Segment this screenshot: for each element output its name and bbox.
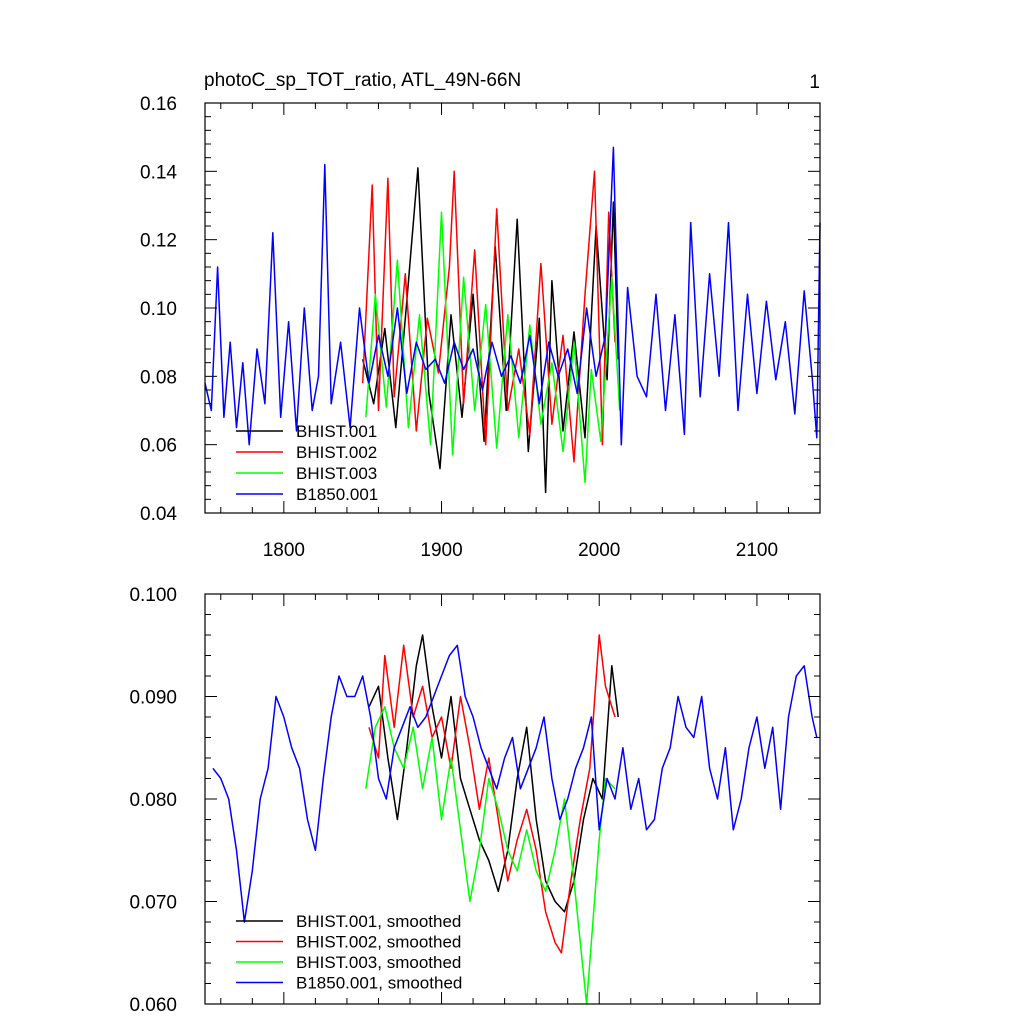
legend-label: BHIST.002 bbox=[296, 443, 377, 462]
series-line-b1850-001 bbox=[204, 146, 821, 446]
top-chart-panel-number: 1 bbox=[809, 72, 820, 93]
legend-label: BHIST.001, smoothed bbox=[296, 912, 461, 931]
y-tick-label: 0.16 bbox=[140, 94, 177, 115]
top-chart-title: photoC_sp_TOT_ratio, ATL_49N-66N bbox=[204, 70, 521, 91]
series-line-bhist-002-smoothed bbox=[368, 634, 616, 954]
legend-label: B1850.001 bbox=[296, 485, 378, 504]
series-line-bhist-003-smoothed bbox=[365, 706, 616, 1005]
top-chart-legend: BHIST.001 BHIST.002 BHIST.003 B1850.001 bbox=[236, 422, 378, 504]
series-line-bhist-001 bbox=[361, 167, 619, 494]
series-line-bhist-001-smoothed bbox=[368, 634, 619, 913]
y-tick-label: 0.070 bbox=[129, 893, 177, 914]
series-line-b1850-001-smoothed bbox=[212, 644, 818, 923]
series-line-bhist-003 bbox=[365, 211, 621, 484]
legend-label: BHIST.003 bbox=[296, 464, 377, 483]
legend-label: BHIST.002, smoothed bbox=[296, 933, 461, 952]
y-tick-label: 0.14 bbox=[140, 162, 177, 183]
bottom-chart-series-group bbox=[212, 634, 818, 1005]
y-tick-label: 0.100 bbox=[129, 585, 177, 606]
y-tick-label: 0.04 bbox=[140, 504, 177, 525]
x-tick-label: 2000 bbox=[578, 540, 620, 561]
legend-label: BHIST.001 bbox=[296, 422, 377, 441]
y-tick-label: 0.08 bbox=[140, 367, 177, 388]
top-chart-ticks: 0.04 0.06 0.08 0.10 0.12 0.14 0.16 1800 1900 2000… bbox=[140, 94, 821, 561]
legend-label: BHIST.003, smoothed bbox=[296, 953, 461, 972]
y-tick-label: 0.080 bbox=[129, 790, 177, 811]
bottom-chart-frame bbox=[204, 593, 821, 1005]
x-tick-label: 1900 bbox=[420, 540, 462, 561]
x-tick-label: 2100 bbox=[736, 540, 778, 561]
x-tick-label: 1800 bbox=[263, 540, 305, 561]
bottom-chart-legend: BHIST.001, smoothed BHIST.002, smoothedBH… bbox=[236, 912, 462, 993]
y-tick-label: 0.10 bbox=[140, 299, 177, 320]
bottom-chart-panel: 0.060 0.070 0.080 0.090 0.100 BHIST.001, smo… bbox=[129, 585, 821, 1016]
bottom-chart-ticks: 0.060 0.070 0.080 0.090 0.100 bbox=[129, 585, 821, 1016]
y-tick-label: 0.06 bbox=[140, 436, 177, 457]
top-chart-panel: photoC_sp_TOT_ratio, ATL_49N-66N 1 0.040… bbox=[140, 70, 821, 561]
top-chart-series-group bbox=[204, 146, 821, 494]
y-tick-label: 0.090 bbox=[129, 688, 177, 709]
top-chart-frame bbox=[204, 102, 821, 514]
y-tick-label: 0.12 bbox=[140, 231, 177, 252]
y-tick-label: 0.060 bbox=[129, 995, 177, 1016]
legend-label: B1850.001, smoothed bbox=[296, 974, 462, 993]
